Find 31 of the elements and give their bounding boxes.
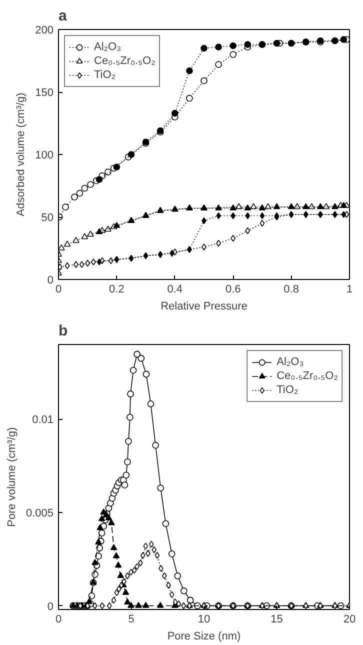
y-tick-label: 50: [41, 212, 54, 224]
y-axis-title: Adsorbed volume (cm³/g): [15, 92, 28, 216]
legend-label: Ce₀.₅Zr₀.₅O₂: [94, 54, 156, 68]
x-tick-label: 0.6: [225, 284, 241, 296]
x-tick-label: 5: [128, 614, 134, 626]
x-tick-label: 0.2: [109, 284, 124, 296]
legend-label: Al₂O₃: [94, 40, 122, 54]
y-tick-label: 0.005: [26, 507, 54, 520]
y-tick-label: 200: [35, 24, 54, 36]
x-tick-label: 20: [343, 614, 356, 626]
y-tick-label: 0.01: [32, 414, 54, 426]
y-tick-label: 100: [35, 150, 54, 162]
x-axis-title: Pore Size (nm): [167, 630, 241, 642]
x-tick-label: 10: [198, 614, 210, 626]
x-axis-title: Relative Pressure: [160, 300, 248, 312]
x-tick-label: 0: [55, 284, 62, 296]
y-tick-label: 150: [35, 87, 54, 99]
legend-label: TiO₂: [276, 383, 298, 397]
chart-title: b: [58, 322, 68, 340]
x-tick-label: 0: [55, 614, 62, 626]
legend-label: TiO₂: [94, 68, 116, 82]
y-tick-label: 0: [47, 600, 54, 613]
x-tick-label: 0.4: [167, 284, 183, 296]
x-tick-label: 0.8: [284, 284, 299, 296]
legend-label: Al₂O₃: [276, 355, 304, 369]
legend-label: Ce₀.₅Zr₀.₅O₂: [276, 369, 338, 383]
y-axis-title: Pore volume (cm³/g): [6, 427, 18, 527]
x-tick-label: 15: [270, 614, 283, 626]
x-tick-label: 1: [346, 284, 353, 296]
chart-title: a: [58, 8, 68, 24]
y-tick-label: 0: [47, 274, 54, 286]
